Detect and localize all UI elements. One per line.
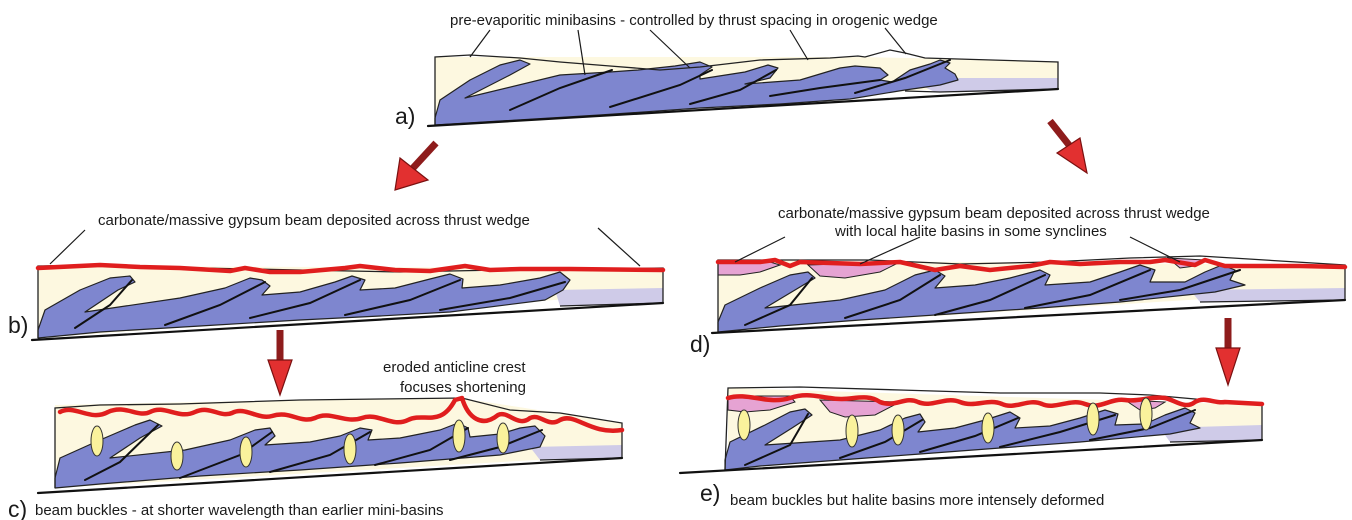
- panel-a-label: a): [395, 103, 415, 129]
- panel-c-label: c): [8, 496, 27, 520]
- arrow-d-to-e: [1215, 318, 1241, 387]
- panel-d-label: d): [690, 331, 710, 357]
- panel-e-label: e): [700, 480, 720, 506]
- panel-b-caption: carbonate/massive gypsum beam deposited …: [98, 212, 530, 229]
- panel-d: carbonate/massive gypsum beam deposited …: [690, 205, 1348, 357]
- panel-a: pre-evaporitic minibasins - controlled b…: [395, 12, 1060, 129]
- panel-e-caption: beam buckles but halite basins more inte…: [730, 492, 1104, 509]
- panel-c-caption: beam buckles - at shorter wavelength tha…: [35, 502, 444, 519]
- panel-b: carbonate/massive gypsum beam deposited …: [8, 212, 666, 342]
- panel-c-annotation-line1: eroded anticline crest: [383, 359, 526, 376]
- arrow-a-to-b: [394, 140, 439, 191]
- panel-c-annotation-line2: focuses shortening: [400, 379, 526, 396]
- panel-c: eroded anticline crest focuses shortenin…: [8, 359, 625, 520]
- panel-a-caption: pre-evaporitic minibasins - controlled b…: [450, 12, 938, 29]
- panel-e: beam buckles but halite basins more inte…: [678, 386, 1265, 509]
- panel-d-caption-line1: carbonate/massive gypsum beam deposited …: [778, 205, 1210, 222]
- arrow-a-to-d: [1047, 118, 1088, 175]
- panel-d-caption-line2: with local halite basins in some synclin…: [834, 223, 1107, 240]
- arrow-b-to-c: [267, 330, 293, 397]
- panel-b-label: b): [8, 312, 28, 338]
